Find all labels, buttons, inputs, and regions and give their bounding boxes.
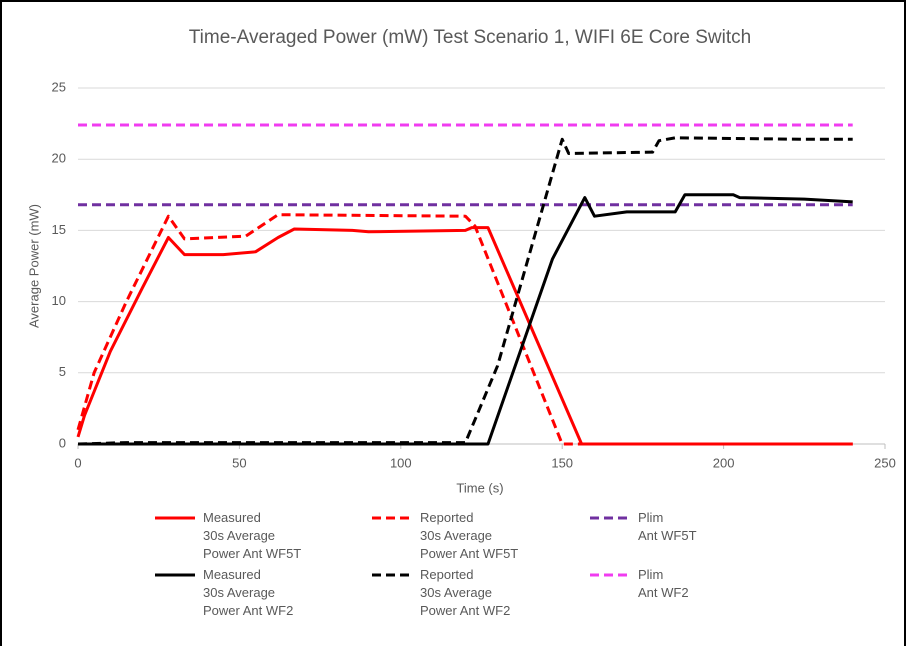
- legend-entry: Plim Ant WF5T: [590, 509, 790, 545]
- legend-entry: Reported 30s Average Power Ant WF5T: [372, 509, 572, 563]
- legend-label: Reported 30s Average Power Ant WF5T: [420, 510, 519, 561]
- x-axis-label: Time (s): [456, 480, 503, 495]
- legend-label: Measured 30s Average Power Ant WF2: [203, 567, 294, 618]
- y-tick-label: 10: [52, 293, 66, 308]
- legend-label: Plim Ant WF5T: [638, 510, 697, 543]
- x-tick-label: 0: [74, 455, 81, 470]
- legend-swatch: [155, 573, 195, 577]
- y-axis-label: Average Power (mW): [26, 204, 41, 328]
- y-tick-label: 15: [52, 222, 66, 237]
- x-tick-label: 50: [232, 455, 246, 470]
- y-tick-label: 0: [59, 435, 66, 450]
- x-tick-label: 150: [551, 455, 573, 470]
- legend-label: Plim Ant WF2: [638, 567, 689, 600]
- legend-entry: Measured 30s Average Power Ant WF2: [155, 566, 355, 620]
- legend-swatch: [372, 573, 412, 577]
- legend-entry: Plim Ant WF2: [590, 566, 790, 602]
- chart-title: Time-Averaged Power (mW) Test Scenario 1…: [189, 27, 751, 48]
- legend-swatch: [590, 516, 630, 520]
- legend-label: Measured 30s Average Power Ant WF5T: [203, 510, 302, 561]
- series-line: [78, 193, 853, 446]
- legend-label: Reported 30s Average Power Ant WF2: [420, 567, 511, 618]
- legend-swatch: [372, 516, 412, 520]
- x-tick-label: 200: [713, 455, 735, 470]
- series-line: [77, 136, 853, 446]
- x-tick-label: 250: [874, 455, 896, 470]
- y-tick-label: 25: [52, 79, 66, 94]
- legend-entry: Reported 30s Average Power Ant WF2: [372, 566, 572, 620]
- legend-swatch: [155, 516, 195, 520]
- series-line: [76, 213, 853, 446]
- y-tick-label: 5: [59, 364, 66, 379]
- legend-entry: Measured 30s Average Power Ant WF5T: [155, 509, 355, 563]
- y-tick-label: 20: [52, 151, 66, 166]
- x-tick-label: 100: [390, 455, 412, 470]
- legend-swatch: [590, 573, 630, 577]
- series-line: [76, 226, 853, 446]
